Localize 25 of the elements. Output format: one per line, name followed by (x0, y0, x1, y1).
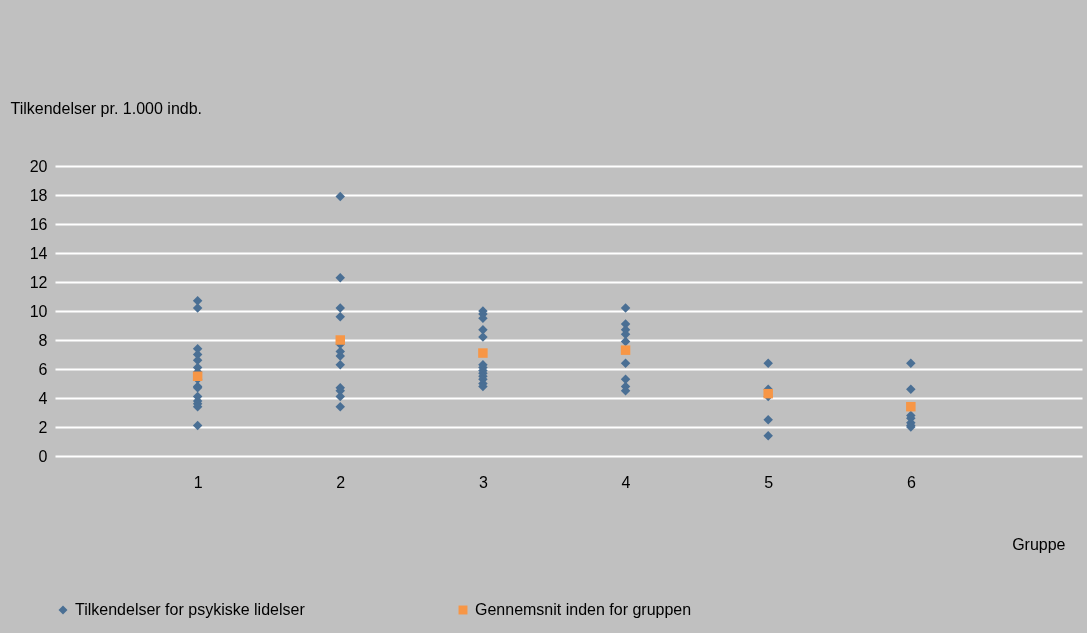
x-tick-label: 1 (193, 473, 203, 491)
point (906, 401, 916, 412)
x-tick-label: 3 (478, 473, 488, 491)
x-tick-label: 4 (621, 473, 631, 491)
x-axis-title: Gruppe (1012, 535, 1066, 553)
legend-label: Gennemsnit inden for gruppen (475, 601, 692, 618)
y-tick-label: 2 (38, 418, 48, 436)
y-tick-label: 6 (38, 360, 48, 378)
y-tick-label: 20 (29, 157, 48, 175)
y-axis-title: Tilkendelser pr. 1.000 indb. (10, 99, 203, 117)
y-tick-label: 16 (29, 215, 48, 233)
y-tick-label: 10 (29, 302, 48, 320)
point (620, 345, 631, 355)
y-tick-label: 18 (29, 186, 48, 204)
legend-label: Tilkendelser for psykiske lidelser (75, 601, 306, 618)
x-tick-label: 2 (336, 473, 346, 491)
y-tick-label: 8 (38, 331, 48, 349)
x-tick-label: 6 (906, 473, 916, 491)
y-tick-label: 0 (38, 447, 48, 465)
y-tick-label: 4 (38, 389, 48, 407)
y-tick-label: 12 (29, 273, 48, 291)
y-tick-label: 14 (29, 244, 48, 262)
point (335, 335, 346, 345)
point (478, 348, 488, 358)
x-tick-label: 5 (764, 473, 774, 491)
